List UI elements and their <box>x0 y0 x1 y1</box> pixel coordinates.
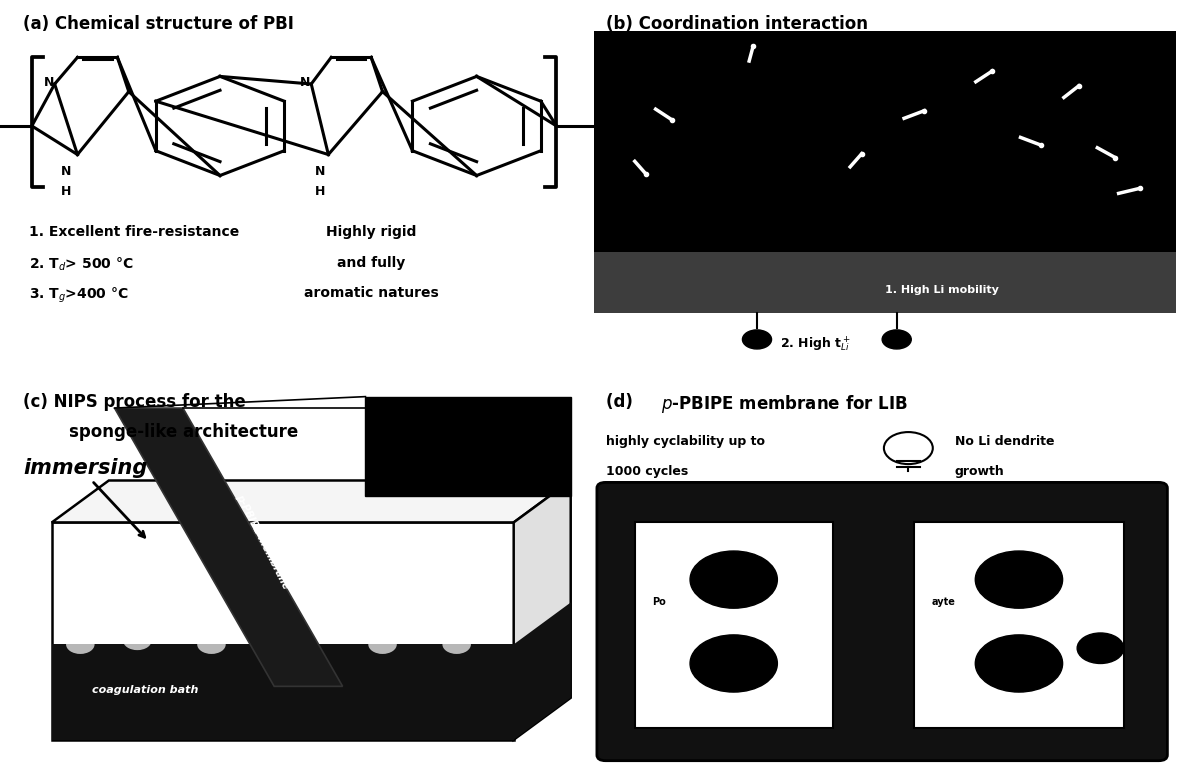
Circle shape <box>124 631 152 650</box>
Polygon shape <box>52 481 570 523</box>
Circle shape <box>442 635 470 654</box>
Circle shape <box>67 635 95 654</box>
Bar <box>915 523 1124 728</box>
Bar <box>634 523 833 728</box>
Text: highly cyclability up to: highly cyclability up to <box>606 435 765 448</box>
Text: 2. High t$_{Li}^+$: 2. High t$_{Li}^+$ <box>781 334 851 352</box>
Text: N: N <box>61 165 71 178</box>
Text: p-PBIPE membrane: p-PBIPE membrane <box>234 492 291 591</box>
Circle shape <box>975 635 1062 692</box>
Text: N: N <box>315 165 326 178</box>
Text: 1000 cycles: 1000 cycles <box>606 465 688 478</box>
Circle shape <box>742 330 771 349</box>
Polygon shape <box>52 644 513 740</box>
Bar <box>366 397 570 496</box>
Text: $p$-PBIPE membrane for LIB: $p$-PBIPE membrane for LIB <box>661 393 908 415</box>
Text: sponge-like architecture: sponge-like architecture <box>69 423 298 441</box>
FancyBboxPatch shape <box>596 482 1168 761</box>
Circle shape <box>883 330 911 349</box>
Text: Po: Po <box>652 598 666 608</box>
Text: H: H <box>315 185 326 198</box>
Text: (a) Chemical structure of PBI: (a) Chemical structure of PBI <box>24 16 295 33</box>
Text: coagulation bath: coagulation bath <box>91 685 198 696</box>
Text: N: N <box>44 75 55 89</box>
Text: 3. T$_g$>400 °C: 3. T$_g$>400 °C <box>29 286 128 306</box>
Text: 2. T$_d$> 500 °C: 2. T$_d$> 500 °C <box>29 255 133 273</box>
Circle shape <box>368 635 397 654</box>
Circle shape <box>283 631 311 650</box>
Text: (b) Coordination interaction: (b) Coordination interaction <box>606 16 867 33</box>
Text: (c) NIPS process for the: (c) NIPS process for the <box>24 393 246 411</box>
Text: 1. High Li mobility: 1. High Li mobility <box>885 285 999 295</box>
Text: 1. Excellent fire-resistance: 1. Excellent fire-resistance <box>29 225 239 239</box>
Polygon shape <box>513 602 570 740</box>
Text: immersing: immersing <box>24 457 147 478</box>
Text: N: N <box>301 75 311 89</box>
Polygon shape <box>114 408 342 686</box>
Circle shape <box>690 635 777 692</box>
Text: ayte: ayte <box>931 598 955 608</box>
Bar <box>594 30 1176 313</box>
Circle shape <box>690 551 777 608</box>
Circle shape <box>197 635 226 654</box>
Bar <box>594 252 1176 313</box>
Circle shape <box>884 432 933 464</box>
Polygon shape <box>52 523 513 740</box>
Text: No Li dendrite: No Li dendrite <box>955 435 1055 448</box>
Text: and fully: and fully <box>337 255 405 269</box>
Text: growth: growth <box>955 465 1005 478</box>
Circle shape <box>975 551 1062 608</box>
Text: Highly rigid: Highly rigid <box>326 225 416 239</box>
Text: (d): (d) <box>606 393 638 411</box>
Text: H: H <box>61 185 71 198</box>
Circle shape <box>1078 633 1124 664</box>
Text: aromatic natures: aromatic natures <box>304 286 438 300</box>
Polygon shape <box>513 481 570 740</box>
